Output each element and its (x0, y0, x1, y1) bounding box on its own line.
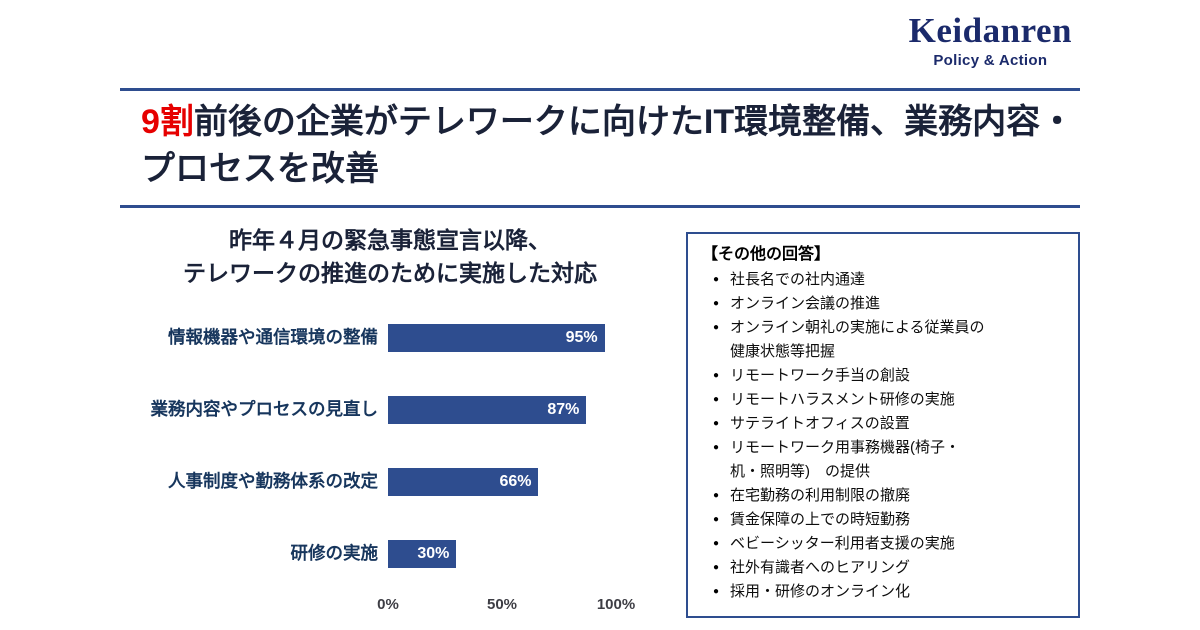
other-answer-text: 社長名での社内通達 (730, 271, 866, 288)
other-answer-item: ● 社長名での社内通達 (702, 268, 1066, 292)
other-answer-text: リモートワーク手当の創設 (730, 367, 911, 384)
other-answer-item: ● ベビーシッター利用者支援の実施 (702, 532, 1066, 556)
other-answer-text: 社外有識者へのヒアリング (730, 559, 911, 576)
chart-row: 情報機器や通信環境の整備 95% (130, 302, 650, 374)
bullet-icon: ● (712, 442, 720, 453)
bar-value-label: 30% (417, 545, 450, 562)
divider-top (120, 88, 1080, 91)
bullet-icon: ● (712, 298, 720, 309)
bullet-icon: ● (712, 274, 720, 285)
bar-category-label: 業務内容やプロセスの見直し (150, 399, 379, 420)
bullet-icon: ● (712, 418, 720, 429)
other-answer-text: 賃金保障の上での時短勤務 (730, 511, 911, 528)
bar-category-label: 研修の実施 (290, 543, 379, 564)
chart-row: 研修の実施 30% (130, 518, 650, 590)
bar: 30% (388, 540, 457, 568)
bullet-icon: ● (712, 322, 720, 333)
bar: 66% (388, 468, 539, 496)
bar-chart: 情報機器や通信環境の整備 95% 業務内容やプロセスの見直し 87% 人事制度や勤務体系… (130, 302, 650, 590)
headline-rest: 前後の企業がテレワークに向けたIT環境整備、業務内容・プロセスを改善 (141, 103, 1075, 188)
bar: 95% (388, 324, 605, 352)
bar: 87% (388, 396, 587, 424)
bar-track: 30% (388, 540, 616, 568)
other-answers-title: 【その他の回答】 (702, 246, 831, 263)
bar-value-label: 95% (565, 329, 598, 346)
bar-track: 87% (388, 396, 616, 424)
other-answer-text: リモートワーク用事務機器(椅子・机・照明等) の提供 (730, 439, 960, 480)
bar-category-label: 情報機器や通信環境の整備 (168, 327, 378, 348)
other-answer-item: ● オンライン会議の推進 (702, 292, 1066, 316)
bullet-icon: ● (712, 514, 720, 525)
divider-middle (120, 205, 1080, 208)
other-answer-item: ● リモートワーク用事務機器(椅子・机・照明等) の提供 (702, 436, 1066, 484)
other-answer-item: ● サテライトオフィスの設置 (702, 412, 1066, 436)
bullet-icon: ● (712, 490, 720, 501)
bullet-icon: ● (712, 370, 720, 381)
other-answer-item: ● 採用・研修のオンライン化 (702, 580, 1066, 604)
other-answer-item: ● 賃金保障の上での時短勤務 (702, 508, 1066, 532)
other-answer-text: サテライトオフィスの設置 (730, 415, 910, 432)
x-axis-tick-label: 0% (377, 596, 399, 613)
x-axis-tick-label: 100% (596, 596, 636, 613)
other-answer-item: ● 社外有識者へのヒアリング (702, 556, 1066, 580)
bar-category-label: 人事制度や勤務体系の改定 (168, 471, 378, 492)
bar-track: 95% (388, 324, 616, 352)
bullet-icon: ● (712, 562, 720, 573)
bar-value-label: 87% (547, 401, 580, 418)
chart-title-line-1: 昨年４月の緊急事態宣言以降、 (229, 227, 551, 253)
chart-row: 業務内容やプロセスの見直し 87% (130, 374, 650, 446)
x-axis-tick-label: 50% (486, 596, 518, 613)
chart-title: 昨年４月の緊急事態宣言以降、 テレワークの推進のために実施した対応 (120, 224, 660, 289)
logo-wordmark: Keidanren (908, 11, 1072, 50)
other-answer-text: オンライン朝礼の実施による従業員の健康状態等把握 (730, 319, 985, 360)
chart-row: 人事制度や勤務体系の改定 66% (130, 446, 650, 518)
other-answer-text: リモートハラスメント研修の実施 (730, 391, 955, 408)
bullet-icon: ● (712, 586, 720, 597)
other-answer-text: 採用・研修のオンライン化 (730, 583, 911, 600)
headline-highlight: 9割 (141, 103, 194, 141)
other-answer-item: ● リモートワーク手当の創設 (702, 364, 1066, 388)
bar-value-label: 66% (499, 473, 532, 490)
other-answer-item: ● 在宅勤務の利用制限の撤廃 (702, 484, 1066, 508)
bullet-icon: ● (712, 394, 720, 405)
bullet-icon: ● (712, 538, 720, 549)
headline: 9割前後の企業がテレワークに向けたIT環境整備、業務内容・プロセスを改善 (141, 99, 1081, 193)
other-answers-box: 【その他の回答】 ● 社長名での社内通達 ● オンライン会議の推進 ● オンライン朝礼の実… (686, 232, 1080, 618)
bar-track: 66% (388, 468, 616, 496)
keidanren-logo: Keidanren Policy & Action (908, 11, 1072, 69)
other-answer-item: ● オンライン朝礼の実施による従業員の健康状態等把握 (702, 316, 1066, 364)
other-answer-item: ● リモートハラスメント研修の実施 (702, 388, 1066, 412)
other-answer-text: 在宅勤務の利用制限の撤廃 (730, 487, 911, 504)
logo-tagline: Policy & Action (933, 51, 1048, 69)
chart-title-line-2: テレワークの推進のために実施した対応 (183, 259, 597, 286)
other-answer-text: ベビーシッター利用者支援の実施 (730, 535, 955, 552)
other-answers-list: ● 社長名での社内通達 ● オンライン会議の推進 ● オンライン朝礼の実施による従業員の健… (702, 268, 1066, 604)
x-axis: 0% 50% 100% (377, 596, 635, 616)
other-answer-text: オンライン会議の推進 (730, 295, 881, 312)
